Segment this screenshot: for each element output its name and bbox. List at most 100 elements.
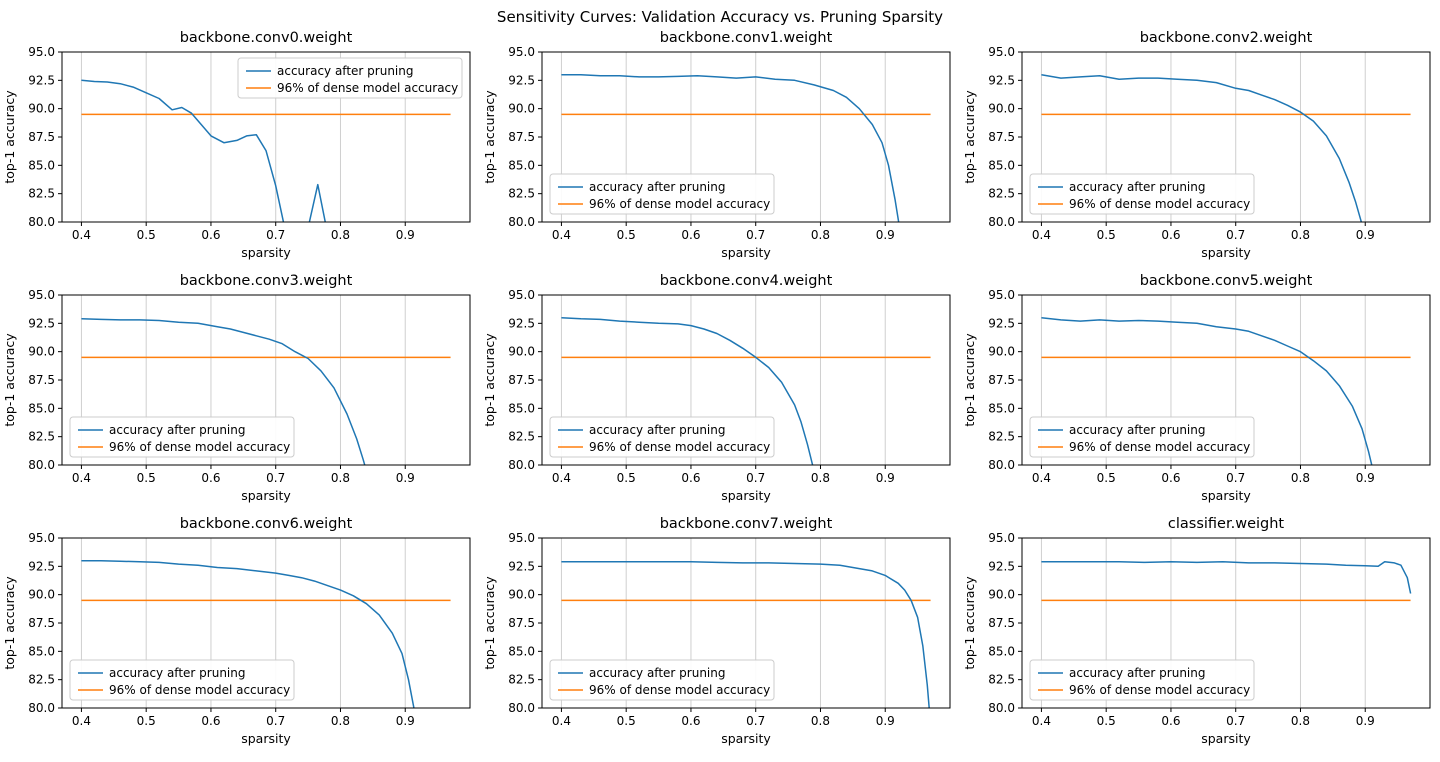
x-tick-label: 0.4: [1032, 228, 1051, 242]
y-tick-label: 82.5: [28, 430, 55, 444]
accuracy-curve: [561, 316, 814, 465]
y-tick-label: 87.5: [28, 130, 55, 144]
legend-box: [549, 659, 775, 701]
x-tick-label: 0.6: [1161, 714, 1180, 728]
legend-accuracy-label: accuracy after pruning: [109, 423, 245, 437]
subplot-title: backbone.conv2.weight: [1140, 30, 1313, 46]
y-tick-label: 92.5: [28, 559, 55, 573]
y-tick-label: 80.0: [508, 701, 535, 715]
y-tick-label: 80.0: [508, 215, 535, 229]
accuracy-curve: [1041, 561, 1412, 594]
legend-accuracy-label: accuracy after pruning: [589, 666, 725, 680]
x-tick-label: 0.9: [876, 471, 895, 485]
accuracy-curve: [81, 318, 366, 465]
x-tick-label: 0.4: [72, 714, 91, 728]
x-tick-label: 0.7: [746, 471, 765, 485]
legend-box: [549, 416, 775, 458]
x-tick-label: 0.7: [1226, 471, 1245, 485]
x-tick-label: 0.5: [1097, 714, 1116, 728]
x-tick-label: 0.6: [681, 228, 700, 242]
x-tick-label: 0.8: [1291, 714, 1310, 728]
legend-threshold-label: 96% of dense model accuracy: [109, 683, 290, 697]
legend-threshold-label: 96% of dense model accuracy: [589, 197, 770, 211]
x-tick-label: 0.4: [72, 228, 91, 242]
figure-title: Sensitivity Curves: Validation Accuracy …: [496, 8, 944, 26]
y-axis-label: top-1 accuracy: [962, 90, 977, 184]
x-axis-label: sparsity: [241, 731, 291, 746]
legend-threshold-label: 96% of dense model accuracy: [589, 683, 770, 697]
subplot-backbone.conv1.weight: 0.4 0.5 0.6 0.7 0.8 0.9 80.0 82.5 85.0 87.5 90.0 92…: [480, 26, 960, 269]
x-tick-label: 0.8: [331, 714, 350, 728]
x-axis-label: sparsity: [721, 731, 771, 746]
x-axis-label: sparsity: [241, 488, 291, 503]
y-tick-label: 82.5: [988, 187, 1015, 201]
x-axis-label: sparsity: [1201, 488, 1251, 503]
legend-box: [1029, 659, 1255, 701]
subplot-title: backbone.conv6.weight: [180, 516, 353, 532]
y-tick-label: 95.0: [28, 288, 55, 302]
y-tick-label: 82.5: [28, 187, 55, 201]
subplot-grid: 0.4 0.5 0.6 0.7 0.8 0.9 80.0 82.5 85.0 87.5 90.0 92…: [0, 26, 1440, 755]
legend-box: [237, 57, 463, 99]
y-tick-label: 85.0: [988, 401, 1015, 415]
y-tick-label: 90.0: [508, 588, 535, 602]
legend: accuracy after pruning 96% of dense model…: [69, 659, 295, 701]
y-tick-label: 82.5: [28, 673, 55, 687]
y-tick-label: 82.5: [508, 673, 535, 687]
x-tick-label: 0.7: [266, 471, 285, 485]
y-tick-label: 85.0: [28, 401, 55, 415]
subplot-backbone.conv7.weight: 0.4 0.5 0.6 0.7 0.8 0.9 80.0 82.5 85.0 87.5 90.0 92…: [480, 512, 960, 755]
legend: accuracy after pruning 96% of dense model…: [549, 173, 775, 215]
subplot-canvas: 0.4 0.5 0.6 0.7 0.8 0.9 80.0 82.5 85.0 87.5 90.0 92…: [482, 273, 951, 503]
y-tick-label: 85.0: [508, 401, 535, 415]
y-axis-label: top-1 accuracy: [2, 90, 17, 184]
legend: accuracy after pruning 96% of dense model…: [549, 416, 775, 458]
subplot-backbone.conv3.weight: 0.4 0.5 0.6 0.7 0.8 0.9 80.0 82.5 85.0 87.5 90.0 92…: [0, 269, 480, 512]
subplot-backbone.conv6.weight: 0.4 0.5 0.6 0.7 0.8 0.9 80.0 82.5 85.0 87.5 90.0 92…: [0, 512, 480, 755]
legend-box: [69, 416, 295, 458]
subplot-canvas: 0.4 0.5 0.6 0.7 0.8 0.9 80.0 82.5 85.0 87.5 90.0 92…: [962, 30, 1431, 260]
x-tick-label: 0.6: [1161, 471, 1180, 485]
y-axis-label: top-1 accuracy: [962, 333, 977, 427]
x-tick-label: 0.8: [1291, 228, 1310, 242]
x-tick-label: 0.9: [1356, 714, 1375, 728]
x-tick-label: 0.9: [876, 714, 895, 728]
subplot-backbone.conv4.weight: 0.4 0.5 0.6 0.7 0.8 0.9 80.0 82.5 85.0 87.5 90.0 92…: [480, 269, 960, 512]
y-tick-label: 80.0: [28, 215, 55, 229]
y-tick-label: 95.0: [988, 288, 1015, 302]
x-tick-label: 0.7: [266, 228, 285, 242]
x-tick-label: 0.9: [396, 471, 415, 485]
subplot-title: backbone.conv1.weight: [660, 30, 833, 46]
y-tick-label: 90.0: [508, 345, 535, 359]
y-tick-label: 87.5: [508, 616, 535, 630]
y-tick-label: 87.5: [508, 130, 535, 144]
legend-accuracy-label: accuracy after pruning: [589, 423, 725, 437]
subplot-title: backbone.conv4.weight: [660, 273, 833, 289]
x-tick-label: 0.6: [1161, 228, 1180, 242]
y-tick-label: 90.0: [28, 345, 55, 359]
legend: accuracy after pruning 96% of dense model…: [1029, 173, 1255, 215]
legend-accuracy-label: accuracy after pruning: [109, 666, 245, 680]
y-tick-label: 92.5: [508, 316, 535, 330]
x-tick-label: 0.7: [1226, 228, 1245, 242]
x-tick-label: 0.4: [1032, 471, 1051, 485]
y-axis-label: top-1 accuracy: [2, 576, 17, 670]
legend-threshold-label: 96% of dense model accuracy: [109, 440, 290, 454]
y-tick-label: 90.0: [28, 588, 55, 602]
y-tick-label: 90.0: [988, 588, 1015, 602]
y-tick-label: 95.0: [28, 531, 55, 545]
y-tick-label: 85.0: [508, 644, 535, 658]
y-tick-label: 95.0: [508, 288, 535, 302]
legend-threshold-label: 96% of dense model accuracy: [1069, 683, 1250, 697]
y-tick-label: 85.0: [508, 158, 535, 172]
legend-threshold-label: 96% of dense model accuracy: [589, 440, 770, 454]
accuracy-curve: [561, 561, 930, 708]
accuracy-curve: [81, 79, 327, 222]
y-axis-label: top-1 accuracy: [482, 333, 497, 427]
y-tick-label: 80.0: [988, 458, 1015, 472]
y-tick-label: 85.0: [28, 644, 55, 658]
x-tick-label: 0.4: [1032, 714, 1051, 728]
subplot-title: classifier.weight: [1168, 516, 1285, 532]
subplot-classifier.weight: 0.4 0.5 0.6 0.7 0.8 0.9 80.0 82.5 85.0 87.5 90.0 92…: [960, 512, 1440, 755]
x-tick-label: 0.6: [201, 714, 220, 728]
